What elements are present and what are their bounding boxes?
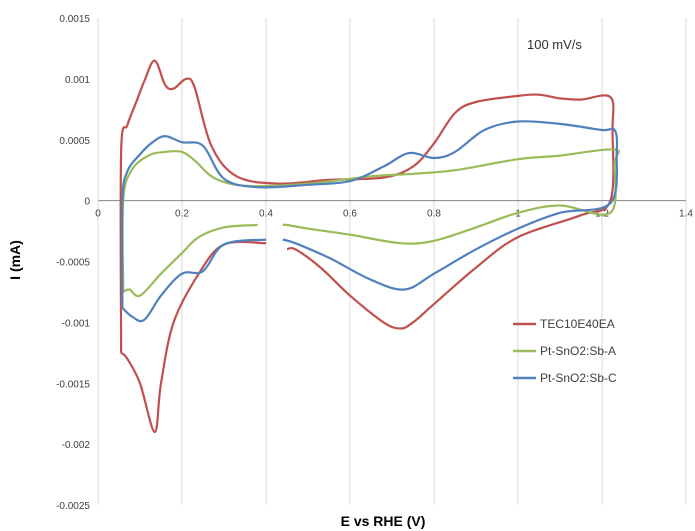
legend-label: Pt-SnO2:Sb-A (540, 344, 616, 358)
series-line (120, 120, 619, 308)
series-line (121, 238, 267, 323)
series-line (119, 59, 615, 353)
series-line (121, 148, 620, 292)
y-tick-label: -0.001 (62, 318, 91, 329)
x-axis-title: E vs RHE (V) (341, 513, 426, 529)
x-tick-label: 0.4 (259, 209, 273, 220)
y-tick-label: 0.0005 (59, 136, 90, 147)
series-line (122, 223, 258, 298)
scan-rate-annotation: 100 mV/s (527, 37, 582, 52)
y-tick-label: -0.002 (62, 440, 91, 451)
y-tick-label: 0 (84, 197, 90, 208)
series-lines (119, 59, 620, 434)
legend-label: TEC10E40EA (540, 317, 615, 331)
x-tick-label: 0 (95, 209, 101, 220)
x-tick-label: 1.4 (679, 209, 693, 220)
x-tick-label: 0.8 (427, 209, 441, 220)
y-tick-label: -0.0005 (56, 258, 90, 269)
y-tick-labels: 0.0015 0.001 0.0005 0 -0.0005 -0.001 -0.0015 -0… (56, 14, 90, 512)
grid-lines (97, 18, 687, 505)
y-axis-title: I (mA) (7, 240, 23, 280)
series-line (120, 240, 267, 434)
y-tick-label: -0.0025 (56, 501, 90, 512)
y-tick-label: -0.0015 (56, 379, 90, 390)
x-tick-label: 0.6 (343, 209, 357, 220)
x-tick-label: 0.2 (175, 209, 189, 220)
y-tick-label: 0.0015 (59, 14, 90, 25)
x-tick-label: 1 (515, 209, 521, 220)
legend-label: Pt-SnO2:Sb-C (540, 371, 617, 385)
legend: TEC10E40EA Pt-SnO2:Sb-A Pt-SnO2:Sb-C (513, 317, 617, 385)
y-tick-label: 0.001 (65, 75, 90, 86)
